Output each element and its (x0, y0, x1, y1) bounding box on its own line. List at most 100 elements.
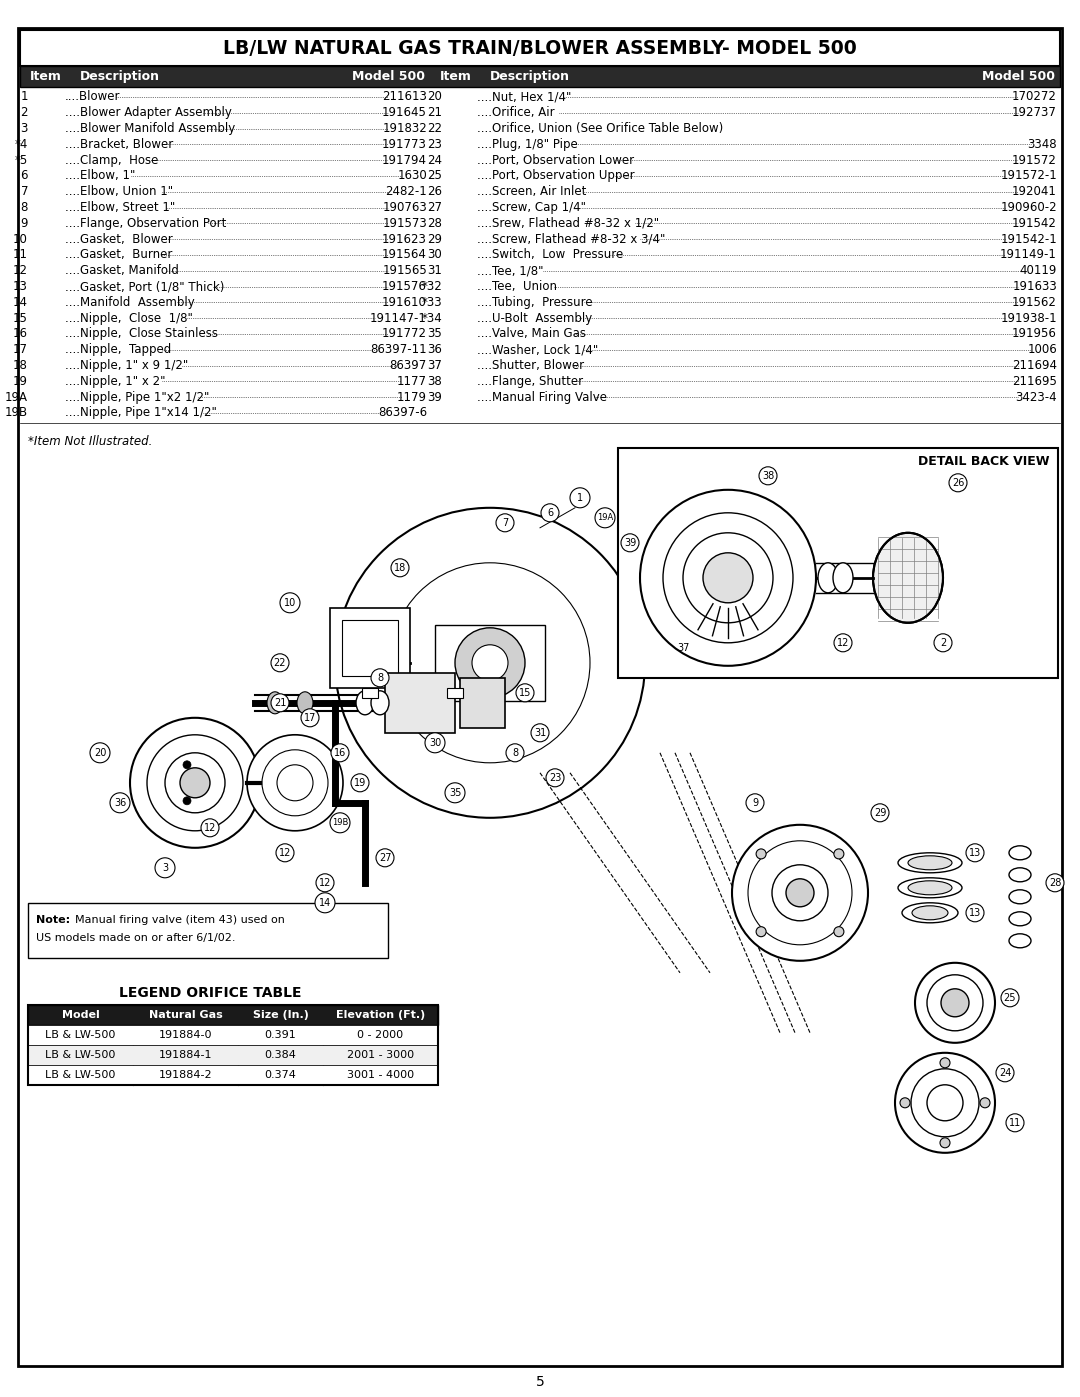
Text: ....Switch,  Low  Pressure: ....Switch, Low Pressure (477, 249, 623, 261)
Text: 38: 38 (761, 471, 774, 481)
Bar (362, 687, 378, 697)
Text: 86397-11: 86397-11 (370, 344, 427, 356)
Text: 10: 10 (284, 598, 296, 608)
Text: Note:: Note: (36, 915, 70, 925)
Circle shape (595, 507, 615, 528)
Text: 191573: 191573 (382, 217, 427, 229)
Text: 2001 - 3000: 2001 - 3000 (347, 1049, 414, 1060)
Text: 191562: 191562 (1012, 296, 1057, 309)
Text: ....Screw, Flathead #8-32 x 3/4": ....Screw, Flathead #8-32 x 3/4" (477, 232, 665, 246)
Text: 39: 39 (624, 538, 636, 548)
Text: 26: 26 (951, 478, 964, 488)
Text: 191772: 191772 (382, 327, 427, 341)
Bar (21, 29, 1059, 66)
Circle shape (759, 467, 777, 485)
Circle shape (640, 490, 816, 666)
Circle shape (756, 849, 766, 859)
Circle shape (870, 803, 889, 821)
Text: 20: 20 (94, 747, 106, 757)
Text: 191773: 191773 (382, 138, 427, 151)
Text: 14: 14 (13, 296, 28, 309)
Text: 39: 39 (427, 391, 442, 404)
Text: 40119: 40119 (1020, 264, 1057, 277)
Text: ....Nut, Hex 1/4": ....Nut, Hex 1/4" (477, 91, 571, 103)
Text: 17: 17 (303, 712, 316, 722)
Bar (342, 620, 399, 676)
Circle shape (915, 963, 995, 1042)
Text: 13: 13 (969, 848, 981, 858)
Text: 190763: 190763 (382, 201, 427, 214)
Circle shape (786, 879, 814, 907)
Ellipse shape (833, 563, 853, 592)
Text: 25: 25 (1003, 993, 1016, 1003)
Text: ....Nipple,  Close Stainless: ....Nipple, Close Stainless (65, 327, 218, 341)
Circle shape (966, 844, 984, 862)
Text: 27: 27 (427, 201, 442, 214)
Bar (435, 624, 545, 701)
Circle shape (900, 1098, 910, 1108)
Text: 37: 37 (677, 643, 689, 652)
Text: *5: *5 (15, 154, 28, 166)
Bar (28, 1004, 438, 1025)
Text: ....Plug, 1/8" Pipe: ....Plug, 1/8" Pipe (477, 138, 578, 151)
Text: 191794: 191794 (382, 154, 427, 166)
Circle shape (280, 592, 300, 613)
Text: ....Nipple,  Close  1/8": ....Nipple, Close 1/8" (65, 312, 193, 324)
Text: 12: 12 (319, 877, 332, 888)
Text: Item: Item (30, 70, 62, 82)
Text: *34: *34 (421, 312, 442, 324)
Text: *4: *4 (15, 138, 28, 151)
Circle shape (247, 735, 343, 831)
Text: Model 500: Model 500 (982, 70, 1055, 82)
Text: 191633: 191633 (1012, 279, 1057, 293)
Text: 10: 10 (13, 232, 28, 246)
Circle shape (391, 559, 409, 577)
Text: ....Blower: ....Blower (65, 91, 121, 103)
Text: 1179: 1179 (397, 391, 427, 404)
Text: 28: 28 (1049, 877, 1062, 888)
Text: ....Manifold  Assembly: ....Manifold Assembly (65, 296, 194, 309)
Circle shape (271, 654, 289, 672)
Text: 19B: 19B (5, 407, 28, 419)
Text: *33: *33 (421, 296, 442, 309)
Text: 30: 30 (428, 249, 442, 261)
Bar (447, 687, 463, 697)
Text: 36: 36 (427, 344, 442, 356)
Circle shape (541, 504, 559, 522)
Circle shape (1005, 1113, 1024, 1132)
Circle shape (183, 796, 191, 805)
Circle shape (165, 753, 225, 813)
Ellipse shape (908, 880, 951, 895)
Text: *32: *32 (421, 279, 442, 293)
Text: ....Nipple, 1" x 2": ....Nipple, 1" x 2" (65, 374, 165, 388)
Circle shape (472, 645, 508, 680)
Text: 16: 16 (13, 327, 28, 341)
Text: 8: 8 (21, 201, 28, 214)
Text: 191572-1: 191572-1 (1000, 169, 1057, 183)
Text: 21: 21 (274, 697, 286, 708)
Text: ....Flange, Observation Port: ....Flange, Observation Port (65, 217, 227, 229)
Circle shape (276, 764, 313, 800)
Text: 11: 11 (13, 249, 28, 261)
Circle shape (90, 743, 110, 763)
Circle shape (507, 743, 524, 761)
Text: ....Bracket, Blower: ....Bracket, Blower (65, 138, 173, 151)
Text: 3423-4: 3423-4 (1015, 391, 1057, 404)
Text: 26: 26 (427, 186, 442, 198)
Text: Size (In.): Size (In.) (253, 1010, 309, 1020)
Bar (28, 902, 388, 958)
Text: 0.384: 0.384 (265, 1049, 296, 1060)
Circle shape (110, 793, 130, 813)
Text: DETAIL BACK VIEW: DETAIL BACK VIEW (918, 455, 1050, 468)
Text: ....Elbow, Street 1": ....Elbow, Street 1" (65, 201, 175, 214)
Ellipse shape (912, 905, 948, 919)
Text: 31: 31 (427, 264, 442, 277)
Text: 24: 24 (427, 154, 442, 166)
Text: 7: 7 (21, 186, 28, 198)
Text: 19B: 19B (332, 819, 348, 827)
Text: 2: 2 (21, 106, 28, 119)
Circle shape (934, 634, 951, 652)
Text: 35: 35 (428, 327, 442, 341)
Text: 2482-1: 2482-1 (386, 186, 427, 198)
Ellipse shape (372, 690, 389, 715)
